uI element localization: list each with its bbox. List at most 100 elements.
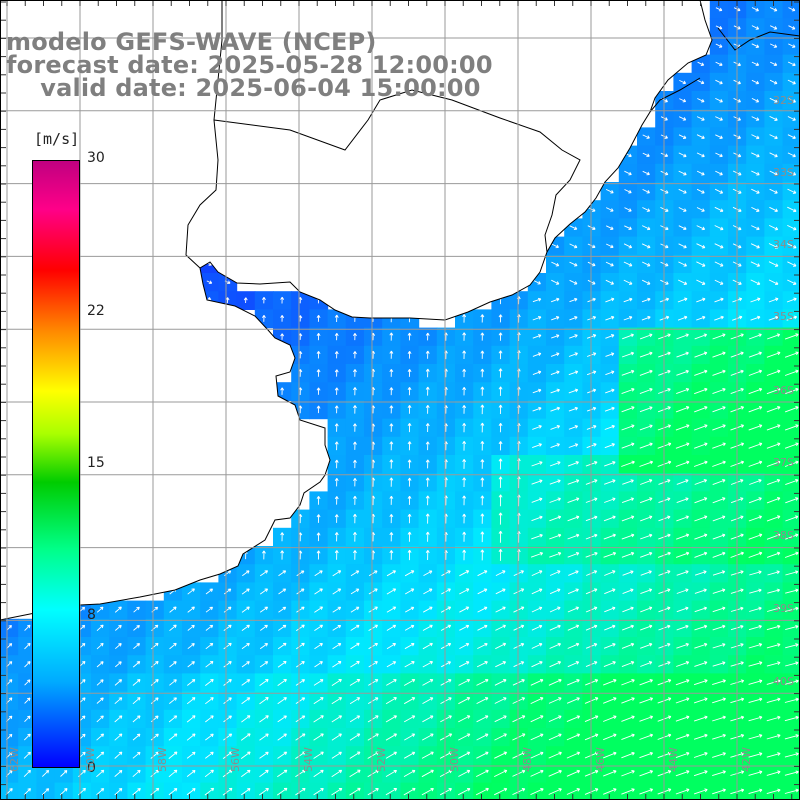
wind-arrow <box>115 661 122 668</box>
wind-arrow <box>675 460 690 467</box>
wind-arrow <box>353 333 357 341</box>
lon-label: 54W <box>302 747 315 772</box>
wind-arrow <box>459 624 470 631</box>
wind-arrow <box>425 531 430 542</box>
wind-arrow <box>712 333 726 340</box>
wind-arrow <box>530 678 544 686</box>
wind-arrow <box>675 751 690 759</box>
wind-arrow <box>423 588 433 595</box>
wind-arrow <box>712 606 726 613</box>
wind-arrow <box>495 624 506 631</box>
wind-arrow <box>223 733 233 741</box>
wind-arrow <box>206 280 213 285</box>
wind-arrow <box>551 243 559 249</box>
border-line <box>213 89 581 253</box>
wind-arrow <box>334 314 339 323</box>
wind-arrow <box>480 477 485 487</box>
wind-arrow <box>693 460 708 467</box>
wind-arrow <box>769 134 778 140</box>
wind-arrow <box>205 642 214 650</box>
wind-arrow <box>24 715 31 723</box>
wind-arrow <box>353 387 357 396</box>
wind-arrow <box>425 495 430 506</box>
wind-arrow <box>715 97 723 103</box>
wind-arrow <box>150 660 159 668</box>
wind-arrow <box>784 387 799 395</box>
wind-arrow <box>367 733 379 741</box>
wind-arrow <box>223 715 232 723</box>
wind-arrow <box>368 570 378 577</box>
wind-arrow <box>622 333 634 340</box>
wind-arrow <box>787 79 796 85</box>
wind-arrow <box>566 733 581 741</box>
wind-arrow <box>748 642 763 649</box>
wind-arrow <box>295 751 306 759</box>
colorbar-tick: 15 <box>87 455 105 471</box>
wind-arrow <box>715 25 723 30</box>
wind-arrow <box>714 261 724 267</box>
wind-arrow <box>549 606 561 613</box>
wind-arrow <box>712 661 726 667</box>
wind-arrow <box>621 515 635 522</box>
wind-arrow <box>639 751 654 759</box>
wind-arrow <box>494 787 508 796</box>
wind-arrow <box>96 788 105 796</box>
wind-arrow <box>712 442 726 449</box>
wind-arrow <box>498 314 503 323</box>
wind-arrow <box>786 297 797 303</box>
wind-arrow <box>187 643 195 650</box>
wind-arrow <box>96 624 104 632</box>
wind-arrow <box>440 697 452 704</box>
wind-arrow <box>480 459 485 469</box>
wind-arrow <box>132 787 141 796</box>
wind-arrow <box>316 314 321 322</box>
wind-arrow <box>785 661 799 667</box>
wind-arrow <box>623 243 633 249</box>
wind-arrow <box>480 441 485 451</box>
wind-arrow <box>788 43 796 48</box>
wind-arrow <box>422 624 433 631</box>
wind-arrow <box>404 642 415 650</box>
wind-arrow <box>766 533 781 540</box>
wind-arrow <box>114 606 122 613</box>
wind-arrow <box>150 769 160 778</box>
wind-arrow <box>748 387 763 395</box>
wind-arrow <box>494 769 508 778</box>
wind-arrow <box>186 733 196 741</box>
wind-arrow <box>712 570 726 576</box>
wind-arrow <box>675 442 690 449</box>
wind-arrow <box>640 624 653 631</box>
wind-arrow <box>259 661 269 668</box>
wind-arrow <box>186 751 196 759</box>
wind-arrow <box>550 443 560 449</box>
wind-arrow <box>114 788 123 796</box>
wind-arrow <box>334 405 339 414</box>
wind-arrow <box>386 643 396 650</box>
wind-arrow <box>712 588 726 594</box>
wind-arrow <box>498 530 503 543</box>
wind-arrow <box>498 549 503 561</box>
wind-arrow <box>785 588 799 594</box>
wind-arrow <box>715 152 723 158</box>
wind-arrow <box>694 533 708 540</box>
wind-arrow <box>513 606 525 613</box>
wind-arrow <box>567 588 579 595</box>
wind-arrow <box>331 787 343 796</box>
wind-arrow <box>512 751 526 759</box>
wind-arrow <box>748 697 763 704</box>
wind-arrow <box>494 733 507 741</box>
wind-arrow <box>748 533 763 540</box>
wind-arrow <box>621 551 635 558</box>
wind-arrow <box>41 788 50 796</box>
wind-arrow <box>641 297 651 303</box>
wind-arrow <box>639 497 653 504</box>
wind-arrow <box>787 97 796 103</box>
wind-arrow <box>566 697 580 704</box>
wind-arrow <box>280 387 285 395</box>
wind-arrow <box>568 370 579 376</box>
wind-arrow <box>693 715 708 722</box>
wind-arrow <box>169 606 177 613</box>
wind-arrow <box>712 387 726 395</box>
wind-arrow <box>551 261 560 267</box>
